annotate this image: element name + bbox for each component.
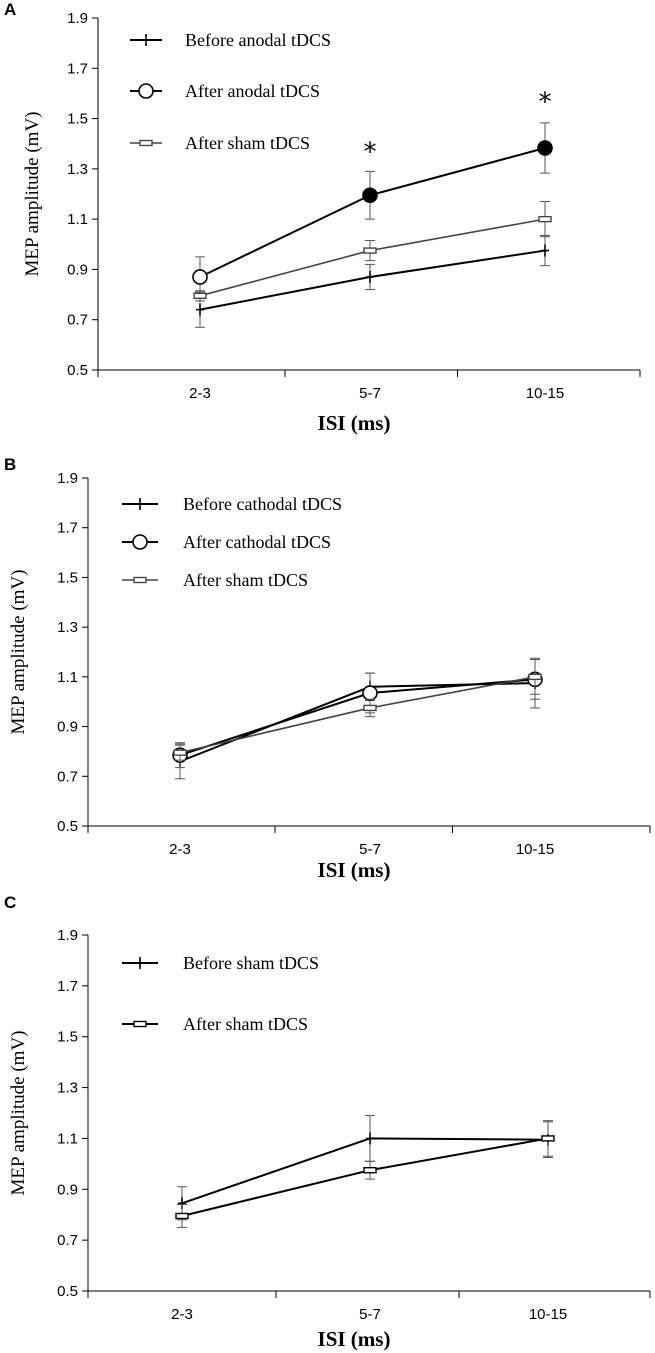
y-tick-label: 0.5 bbox=[67, 362, 88, 379]
y-tick-label: 1.1 bbox=[57, 1130, 78, 1147]
line-chart-c: 0.5 0.7 0.9 1.1 1.3 1.5 1.7 1.9 2-3 5-7 10-15 ISI (… bbox=[8, 927, 651, 1351]
y-tick-label: 1.9 bbox=[57, 927, 78, 944]
legend-marker bbox=[132, 534, 148, 550]
y-tick-label: 1.5 bbox=[57, 569, 78, 586]
x-tick-label: 5-7 bbox=[359, 841, 381, 858]
data-point bbox=[363, 247, 377, 254]
data-point bbox=[362, 187, 378, 204]
series-line bbox=[181, 1137, 549, 1217]
legend-label: After sham tDCS bbox=[183, 1014, 308, 1034]
legend-label: Before anodal tDCS bbox=[185, 30, 331, 50]
y-tick-label: 0.7 bbox=[67, 312, 88, 329]
chart-panel-b: B 0.5 0.7 0.9 1.1 1.3 1.5 1.7 1.9 2-3 5-7 10-15 ISI… bbox=[0, 455, 655, 895]
chart-panel-c: C 0.5 0.7 0.9 1.1 1.3 1.5 1.7 1.9 2-3 5-7 10-15 ISI… bbox=[0, 893, 655, 1353]
chart-panel-a: A 0.5 0.7 0.9 1.1 1.3 1.5 1.7 1.9 2-3 5-7 10-15 ISI… bbox=[0, 0, 655, 450]
line-chart-a: 0.5 0.7 0.9 1.1 1.3 1.5 1.7 1.9 2-3 5-7 10-15 ISI (… bbox=[22, 10, 641, 435]
y-tick-label: 1.5 bbox=[57, 1029, 78, 1046]
y-tick-label: 1.1 bbox=[57, 669, 78, 686]
y-axis-title: MEP amplitude (mV) bbox=[22, 112, 43, 277]
panel-label-c: C bbox=[4, 893, 17, 912]
panel-label-a: A bbox=[4, 0, 17, 19]
x-tick-label: 10-15 bbox=[526, 385, 564, 402]
x-tick-label: 2-3 bbox=[169, 841, 191, 858]
y-tick-label: 0.9 bbox=[67, 261, 88, 278]
x-tick-label: 2-3 bbox=[171, 1306, 193, 1323]
y-tick-label: 1.3 bbox=[57, 1080, 78, 1097]
legend-marker bbox=[139, 139, 153, 147]
legend-label: Before sham tDCS bbox=[183, 953, 319, 973]
y-tick-label: 0.5 bbox=[57, 1283, 78, 1300]
data-point bbox=[173, 749, 187, 756]
data-point bbox=[193, 292, 207, 300]
x-axis-title: ISI (ms) bbox=[318, 1327, 391, 1351]
x-tick-label: 5-7 bbox=[359, 385, 381, 402]
data-point bbox=[537, 140, 553, 156]
y-tick-label: 1.7 bbox=[67, 60, 88, 77]
y-tick-label: 0.9 bbox=[57, 719, 78, 736]
data-point bbox=[541, 1135, 555, 1142]
legend-label: After sham tDCS bbox=[185, 133, 310, 153]
y-axis-title: MEP amplitude (mV) bbox=[8, 1031, 29, 1196]
legend-label: After anodal tDCS bbox=[185, 81, 320, 101]
data-point bbox=[363, 1167, 377, 1174]
legend-marker bbox=[138, 83, 154, 99]
y-tick-label: 0.7 bbox=[57, 1232, 78, 1249]
legend-marker bbox=[133, 1020, 147, 1028]
y-tick-label: 1.1 bbox=[67, 211, 88, 228]
x-axis-title: ISI (ms) bbox=[318, 411, 391, 435]
y-axis-title: MEP amplitude (mV) bbox=[8, 570, 29, 735]
data-point bbox=[192, 269, 208, 285]
y-tick-label: 1.5 bbox=[67, 111, 88, 128]
data-point bbox=[538, 215, 552, 223]
y-tick-label: 1.9 bbox=[67, 10, 88, 27]
x-tick-label: 5-7 bbox=[359, 1306, 381, 1323]
panel-label-b: B bbox=[4, 455, 17, 474]
y-tick-label: 1.3 bbox=[57, 619, 78, 636]
y-tick-label: 1.9 bbox=[57, 470, 78, 487]
y-tick-label: 1.7 bbox=[57, 978, 78, 995]
x-tick-label: 10-15 bbox=[516, 841, 554, 858]
series-line bbox=[199, 249, 546, 311]
legend-label: After sham tDCS bbox=[183, 570, 308, 590]
legend-marker bbox=[133, 576, 147, 584]
significance-marker: * bbox=[364, 138, 377, 168]
y-tick-label: 0.7 bbox=[57, 768, 78, 785]
y-tick-label: 0.5 bbox=[57, 818, 78, 835]
data-point bbox=[363, 704, 377, 712]
x-tick-label: 2-3 bbox=[189, 385, 211, 402]
data-point bbox=[528, 673, 542, 681]
legend-label: Before cathodal tDCS bbox=[183, 494, 342, 514]
y-tick-label: 1.7 bbox=[57, 520, 78, 537]
data-point bbox=[175, 1212, 189, 1220]
series-line bbox=[179, 682, 536, 763]
data-point bbox=[362, 685, 378, 701]
significance-marker: * bbox=[539, 87, 552, 117]
x-tick-label: 10-15 bbox=[529, 1306, 567, 1323]
y-tick-label: 1.3 bbox=[67, 161, 88, 178]
legend-label: After cathodal tDCS bbox=[183, 532, 331, 552]
x-axis-title: ISI (ms) bbox=[318, 858, 391, 882]
y-tick-label: 0.9 bbox=[57, 1181, 78, 1198]
line-chart-b: 0.5 0.7 0.9 1.1 1.3 1.5 1.7 1.9 2-3 5-7 10-15 ISI (… bbox=[8, 470, 651, 882]
